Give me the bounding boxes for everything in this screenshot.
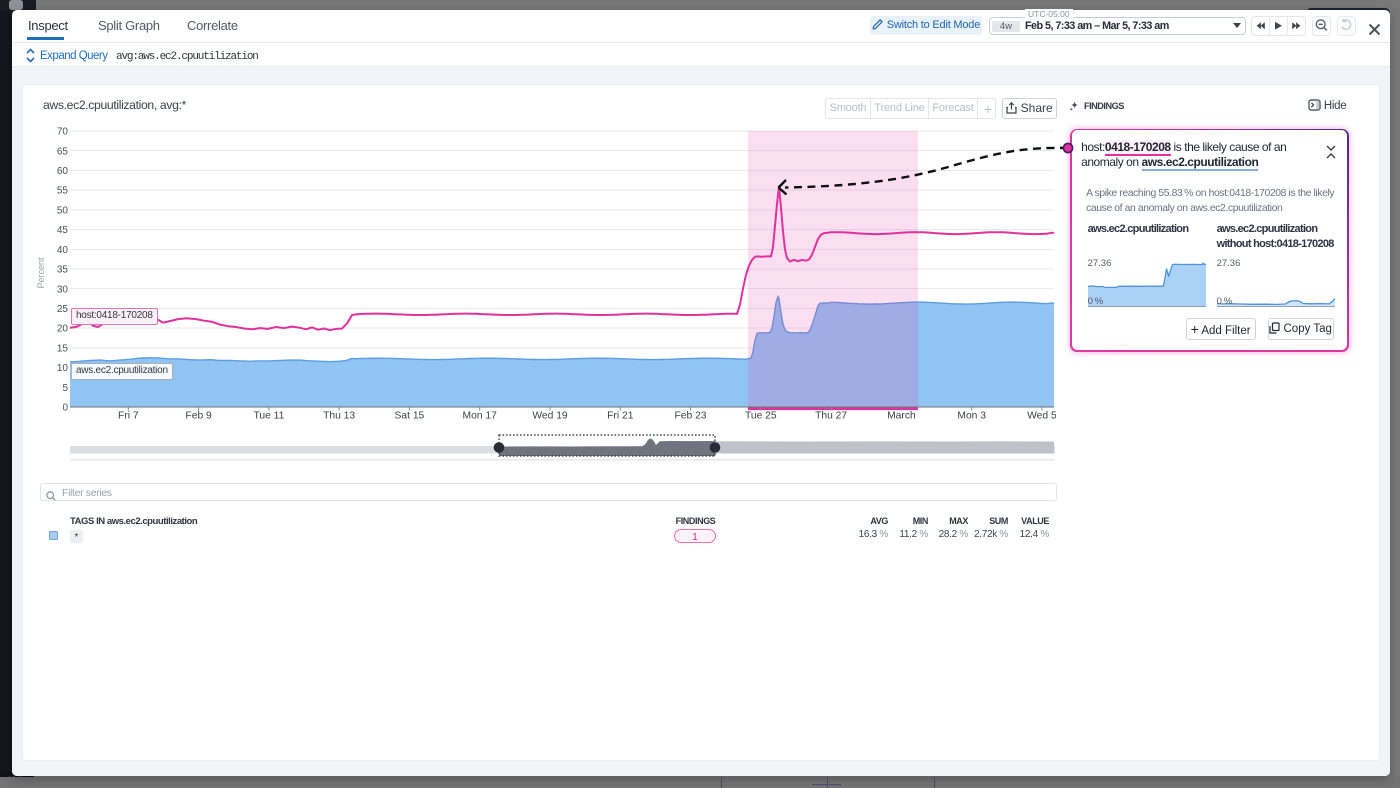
svg-text:65: 65: [57, 146, 69, 157]
svg-text:55: 55: [57, 186, 69, 197]
svg-text:Wed 5: Wed 5: [1027, 411, 1056, 422]
svg-text:Thu 13: Thu 13: [323, 411, 355, 422]
svg-text:Feb 23: Feb 23: [674, 411, 706, 422]
svg-text:50: 50: [57, 206, 69, 217]
svg-text:5: 5: [62, 383, 68, 394]
svg-text:Sat 15: Sat 15: [395, 411, 425, 422]
svg-text:60: 60: [57, 166, 69, 177]
svg-text:0: 0: [62, 403, 68, 414]
svg-text:10: 10: [57, 363, 69, 374]
svg-text:25: 25: [57, 304, 69, 315]
svg-text:Tue 25: Tue 25: [745, 411, 777, 422]
svg-text:20: 20: [57, 324, 69, 335]
svg-text:Fri 7: Fri 7: [118, 411, 139, 422]
svg-text:45: 45: [57, 225, 69, 236]
svg-text:Thu 27: Thu 27: [815, 411, 847, 422]
svg-text:40: 40: [57, 245, 69, 256]
svg-text:Tue 11: Tue 11: [253, 411, 284, 422]
svg-text:Fri 21: Fri 21: [607, 411, 634, 422]
svg-text:35: 35: [57, 265, 69, 276]
svg-text:Feb 9: Feb 9: [185, 411, 212, 422]
svg-text:Mon 17: Mon 17: [463, 411, 498, 422]
svg-text:70: 70: [57, 127, 69, 138]
svg-text:Wed 19: Wed 19: [532, 411, 568, 422]
svg-text:Percent: Percent: [36, 257, 46, 289]
svg-text:30: 30: [57, 284, 69, 295]
svg-text:15: 15: [57, 344, 69, 355]
svg-text:Mon 3: Mon 3: [957, 411, 986, 422]
svg-text:March: March: [887, 411, 916, 422]
